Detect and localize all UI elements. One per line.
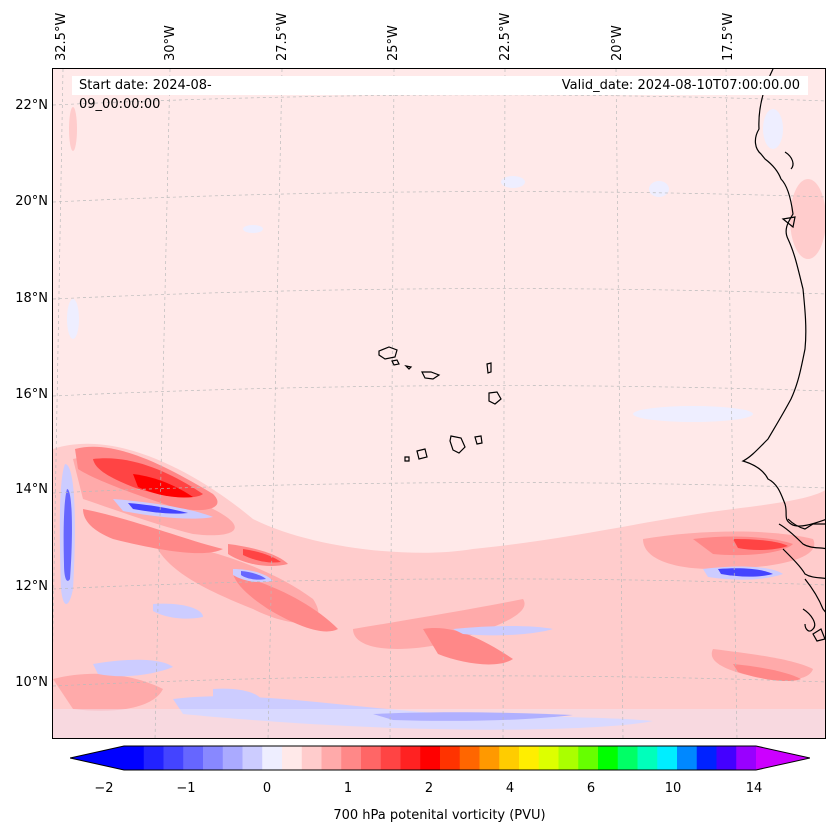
- colorbar-under-extension: [70, 746, 124, 770]
- colorbar-segment: [143, 746, 164, 770]
- valid-date-box: Valid_date: 2024-08-10T07:00:00.00: [252, 76, 808, 95]
- colorbar-segment: [361, 746, 382, 770]
- colorbar-tick-label: 0: [262, 781, 272, 796]
- lon-label-25w: 25°W: [386, 25, 401, 61]
- african-coastline: [741, 69, 825, 642]
- lon-label-30w: 30°W: [163, 25, 178, 61]
- colorbar-segment: [558, 746, 579, 770]
- colorbar-segment: [459, 746, 480, 770]
- colorbar-segment: [519, 746, 540, 770]
- colorbar-segment: [736, 746, 757, 770]
- colorbar-segment: [124, 746, 145, 770]
- colorbar-tick-label: 14: [745, 781, 763, 796]
- colorbar-segment: [321, 746, 342, 770]
- colorbar-tick-label: −1: [176, 781, 196, 796]
- colorbar-segment: [203, 746, 224, 770]
- colorbar-over-extension: [756, 746, 810, 770]
- lon-label-27-5w: 27.5°W: [275, 12, 290, 61]
- colorbar-segment: [617, 746, 638, 770]
- map-graticule: [53, 69, 825, 738]
- colorbar-segment: [657, 746, 678, 770]
- lat-label-16n: 16°N: [15, 387, 48, 402]
- lon-label-17-5w: 17.5°W: [721, 12, 736, 61]
- colorbar-segment: [183, 746, 204, 770]
- lon-label-20w: 20°W: [610, 25, 625, 61]
- lon-label-32-5w: 32.5°W: [54, 12, 69, 61]
- cape-verde-islands: [378, 346, 502, 462]
- colorbar-segment: [380, 746, 401, 770]
- colorbar-segment: [262, 746, 283, 770]
- pv-positive-band-northwest: [75, 446, 801, 682]
- lat-label-12n: 12°N: [15, 579, 48, 594]
- colorbar-segment: [242, 746, 263, 770]
- colorbar-segment: [341, 746, 362, 770]
- colorbar-tick-label: 4: [505, 781, 515, 796]
- colorbar-segment: [538, 746, 559, 770]
- map-panel[interactable]: [52, 68, 826, 739]
- pv-minor-negative-specks: [67, 109, 783, 422]
- colorbar-segment: [696, 746, 717, 770]
- colorbar-segment: [301, 746, 322, 770]
- colorbar-tick-label: 6: [586, 781, 596, 796]
- colorbar-segment: [282, 746, 303, 770]
- colorbar-segment: [222, 746, 243, 770]
- lat-label-18n: 18°N: [15, 291, 48, 306]
- lat-label-10n: 10°N: [15, 675, 48, 690]
- pv-minor-positive-specks: [69, 107, 825, 259]
- colorbar-segment: [578, 746, 599, 770]
- valid-date-text: Valid_date: 2024-08-10T07:00:00.00: [561, 78, 800, 93]
- pv-contour-map: [53, 69, 825, 738]
- colorbar-tick-label: −2: [94, 781, 114, 796]
- colorbar-segment: [598, 746, 619, 770]
- pv-negative-streaks: [53, 464, 825, 738]
- start-date-text: Start date: 2024-08-09_00:00:00: [79, 78, 212, 112]
- colorbar-tick-label: 2: [424, 781, 434, 796]
- colorbar-tick-label: 1: [343, 781, 353, 796]
- lon-label-22-5w: 22.5°W: [498, 12, 513, 61]
- start-date-box: Start date: 2024-08-09_00:00:00: [72, 76, 259, 112]
- colorbar-label: 700 hPa potenital vorticity (PVU): [333, 808, 546, 823]
- colorbar-segment: [479, 746, 500, 770]
- colorbar-segment: [420, 746, 441, 770]
- colorbar-segment: [499, 746, 520, 770]
- colorbar-segment: [440, 746, 461, 770]
- lat-label-14n: 14°N: [15, 482, 48, 497]
- colorbar-tick-label: 10: [664, 781, 682, 796]
- lat-label-20n: 20°N: [15, 194, 48, 209]
- colorbar-segment: [677, 746, 698, 770]
- colorbar-segment: [163, 746, 184, 770]
- colorbar: [70, 745, 810, 771]
- colorbar-segment: [716, 746, 737, 770]
- colorbar-segment: [637, 746, 658, 770]
- lat-label-22n: 22°N: [15, 98, 48, 113]
- colorbar-outline: [70, 745, 810, 771]
- colorbar-segment: [400, 746, 421, 770]
